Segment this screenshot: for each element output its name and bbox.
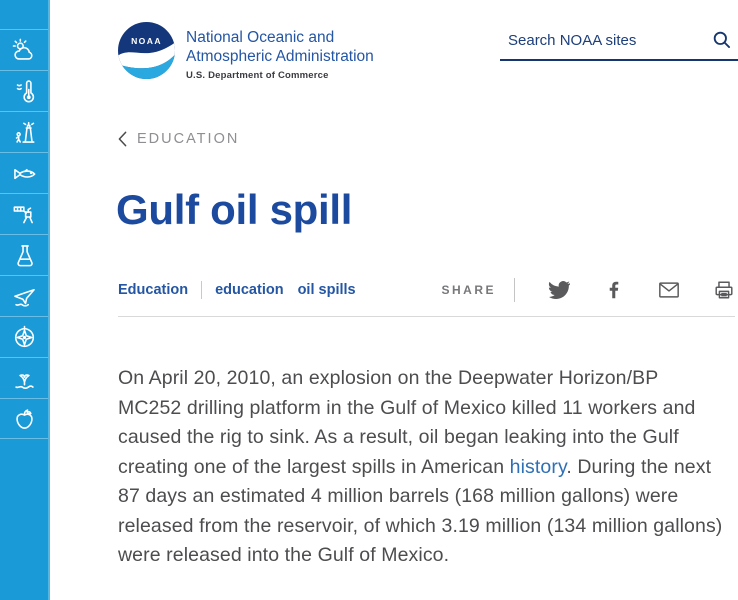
tag-oil-spills[interactable]: oil spills (297, 282, 356, 298)
email-icon (659, 282, 679, 298)
sidebar-spacer (0, 0, 48, 29)
sidebar-item-education[interactable] (0, 398, 48, 439)
search-bar (500, 30, 738, 61)
share-bar: SHARE (441, 278, 735, 302)
sidebar-item-charting[interactable] (0, 316, 48, 357)
share-print-button[interactable] (713, 279, 735, 301)
search-input[interactable] (508, 31, 712, 49)
noaa-logo[interactable]: NOAA National Oceanic and Atmospheric Ad… (118, 22, 374, 81)
sidebar-item-marine-life[interactable] (0, 357, 48, 398)
compass-icon (14, 325, 34, 347)
org-line1: National Oceanic and (186, 29, 335, 46)
chevron-left-icon (118, 131, 127, 147)
sidebar-item-coasts[interactable] (0, 111, 48, 152)
dept-line: U.S. Department of Commerce (186, 70, 329, 81)
flask-icon (16, 244, 33, 266)
print-icon (715, 281, 733, 299)
airplane-icon (13, 288, 35, 307)
weather-icon (12, 38, 33, 60)
sidebar-item-marine-transport[interactable] (0, 275, 48, 316)
article-body: On April 20, 2010, an explosion on the D… (118, 364, 724, 571)
share-separator (514, 278, 515, 302)
org-name: National Oceanic and Atmospheric Adminis… (186, 22, 374, 81)
breadcrumb-label: EDUCATION (137, 131, 240, 147)
sidebar-item-climate[interactable] (0, 70, 48, 111)
share-label: SHARE (441, 283, 496, 297)
noaa-logo-icon: NOAA (118, 22, 175, 79)
lighthouse-icon (15, 121, 35, 143)
breadcrumb[interactable]: EDUCATION (118, 131, 239, 147)
fish-icon (13, 168, 35, 179)
tag-separator (201, 281, 203, 299)
noaa-logo-text: NOAA (131, 36, 162, 46)
sidebar-item-research[interactable] (0, 234, 48, 275)
share-facebook-button[interactable] (603, 279, 625, 301)
tags: Education education oil spills (118, 281, 370, 299)
thermometer-icon (16, 79, 34, 102)
satellite-icon (13, 205, 33, 223)
share-twitter-button[interactable] (548, 279, 570, 301)
apple-icon (15, 409, 33, 429)
body-text-before: On April 20, 2010, an explosion on the D… (118, 367, 696, 478)
facebook-icon (609, 281, 619, 299)
sidebar-item-weather[interactable] (0, 29, 48, 70)
sidebar-item-fisheries[interactable] (0, 152, 48, 193)
tag-education[interactable]: education (215, 282, 284, 298)
history-link[interactable]: history (509, 455, 567, 478)
meta-row: Education education oil spills SHARE (118, 278, 735, 317)
category-link[interactable]: Education (118, 282, 189, 298)
body-text-after: . During the next 87 days an estimated 4… (118, 455, 723, 567)
sidebar (0, 0, 50, 600)
whale-icon (14, 373, 34, 389)
twitter-icon (548, 281, 570, 299)
page-title: Gulf oil spill (116, 186, 353, 233)
share-email-button[interactable] (658, 279, 680, 301)
search-icon[interactable] (712, 30, 732, 50)
org-line2: Atmospheric Administration (186, 48, 374, 65)
sidebar-item-satellites[interactable] (0, 193, 48, 234)
